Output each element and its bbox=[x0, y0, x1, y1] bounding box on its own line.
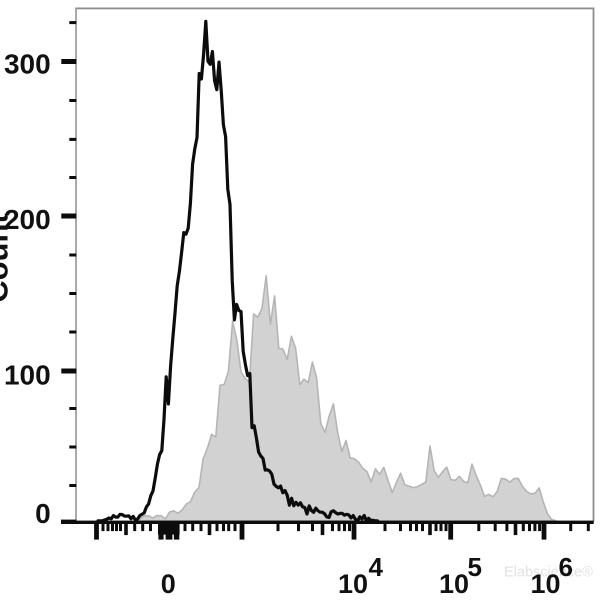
svg-text:10: 10 bbox=[338, 569, 368, 596]
svg-text:Count: Count bbox=[0, 213, 15, 303]
svg-text:200: 200 bbox=[4, 204, 51, 235]
svg-text:5: 5 bbox=[468, 552, 482, 582]
svg-text:4: 4 bbox=[369, 552, 384, 582]
svg-text:10: 10 bbox=[531, 569, 561, 596]
svg-text:6: 6 bbox=[559, 552, 573, 582]
svg-text:10: 10 bbox=[439, 569, 469, 596]
svg-text:0: 0 bbox=[161, 569, 176, 596]
svg-text:0: 0 bbox=[35, 498, 51, 529]
svg-text:100: 100 bbox=[4, 360, 51, 391]
svg-text:300: 300 bbox=[4, 49, 51, 80]
svg-text:Elabscience®: Elabscience® bbox=[504, 565, 593, 581]
